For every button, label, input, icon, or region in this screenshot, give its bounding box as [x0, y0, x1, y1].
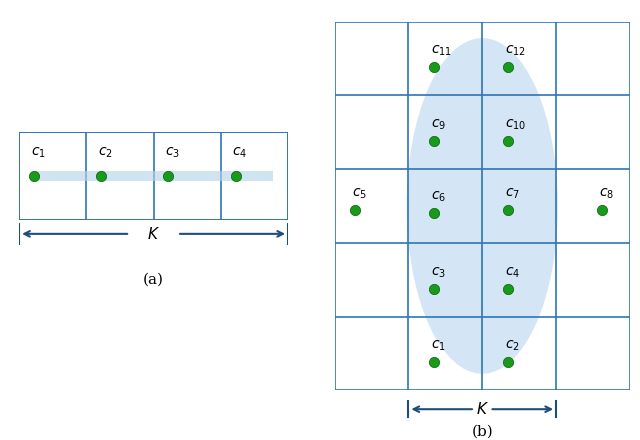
Text: (a): (a)	[143, 272, 164, 286]
Text: $c_{10}$: $c_{10}$	[505, 118, 527, 132]
Point	[230, 172, 241, 180]
Point	[429, 359, 440, 366]
Text: $c_5$: $c_5$	[353, 187, 367, 201]
Point	[429, 285, 440, 292]
Ellipse shape	[406, 38, 558, 374]
Text: $c_1$: $c_1$	[31, 146, 45, 160]
Text: (b): (b)	[472, 424, 493, 438]
Point	[503, 137, 513, 144]
Text: $c_4$: $c_4$	[505, 265, 520, 280]
Text: $c_4$: $c_4$	[232, 146, 248, 160]
Point	[429, 137, 440, 144]
Point	[596, 206, 607, 213]
Point	[503, 206, 513, 213]
Text: $c_8$: $c_8$	[599, 187, 614, 201]
Text: $c_{12}$: $c_{12}$	[505, 44, 526, 59]
Text: $c_6$: $c_6$	[431, 190, 447, 205]
Text: $K$: $K$	[476, 401, 489, 417]
Text: $c_2$: $c_2$	[505, 339, 520, 353]
Text: $c_9$: $c_9$	[431, 118, 447, 132]
Text: $c_3$: $c_3$	[431, 265, 446, 280]
Point	[350, 206, 360, 213]
Text: $c_3$: $c_3$	[165, 146, 180, 160]
Text: $K$: $K$	[147, 226, 160, 242]
Point	[429, 210, 440, 217]
Point	[429, 64, 440, 71]
Point	[503, 359, 513, 366]
Text: $c_7$: $c_7$	[505, 187, 520, 201]
Point	[29, 172, 39, 180]
Text: $c_2$: $c_2$	[98, 146, 113, 160]
Text: $c_{11}$: $c_{11}$	[431, 44, 452, 59]
Point	[163, 172, 173, 180]
Point	[503, 64, 513, 71]
Bar	[34, 171, 273, 181]
Text: $c_1$: $c_1$	[431, 339, 446, 353]
Point	[96, 172, 106, 180]
Point	[503, 285, 513, 292]
